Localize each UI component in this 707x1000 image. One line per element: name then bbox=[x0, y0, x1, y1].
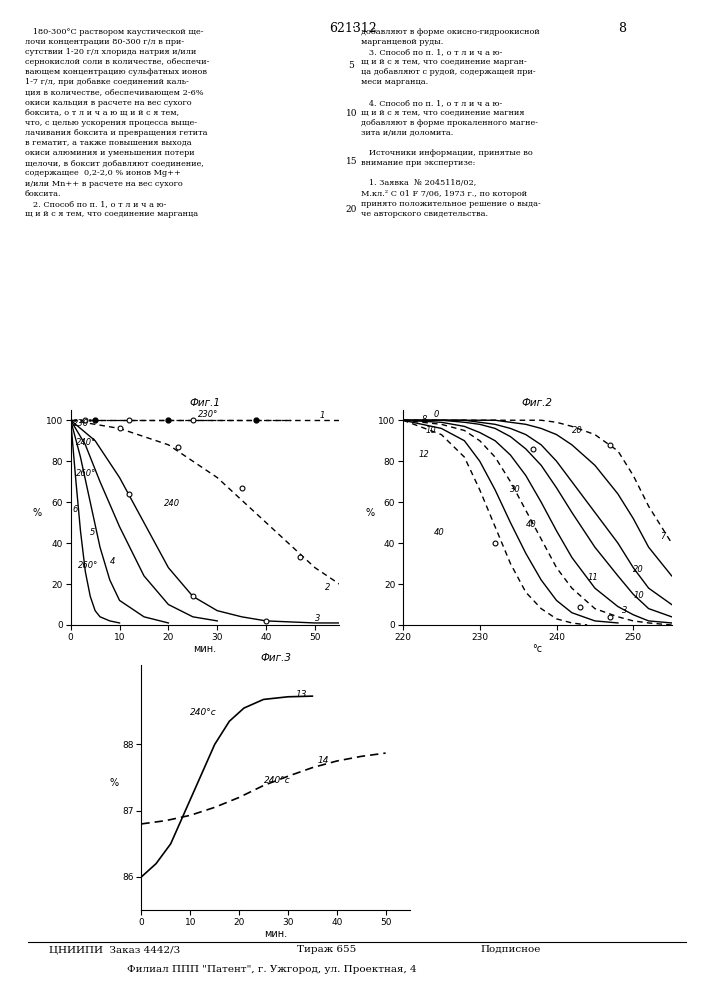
Text: 3: 3 bbox=[315, 614, 320, 623]
Text: 3: 3 bbox=[621, 606, 627, 615]
Text: 30: 30 bbox=[510, 485, 521, 494]
Text: Подписное: Подписное bbox=[481, 945, 541, 954]
Text: 240°: 240° bbox=[76, 438, 96, 447]
Title: Фиг.2: Фиг.2 bbox=[522, 398, 553, 408]
Text: 10: 10 bbox=[633, 591, 644, 600]
Text: ·: · bbox=[351, 22, 356, 35]
X-axis label: мин.: мин. bbox=[264, 929, 287, 939]
Text: 260°: 260° bbox=[76, 469, 96, 478]
Text: 10: 10 bbox=[426, 426, 437, 435]
Text: 1: 1 bbox=[320, 411, 325, 420]
Text: 12: 12 bbox=[419, 450, 429, 459]
Text: 15: 15 bbox=[346, 157, 357, 166]
Text: 10: 10 bbox=[346, 109, 357, 118]
Title: Фиг.1: Фиг.1 bbox=[189, 398, 221, 408]
Text: 20: 20 bbox=[572, 426, 583, 435]
Text: 6: 6 bbox=[72, 505, 78, 514]
Text: 621312: 621312 bbox=[329, 22, 378, 35]
Text: 230°: 230° bbox=[73, 419, 93, 428]
X-axis label: мин.: мин. bbox=[194, 644, 216, 654]
X-axis label: °с: °с bbox=[532, 644, 542, 654]
Text: 14: 14 bbox=[317, 756, 329, 765]
Text: 20: 20 bbox=[633, 565, 644, 574]
Text: 260°: 260° bbox=[78, 561, 98, 570]
Text: 240°с: 240°с bbox=[264, 776, 291, 785]
Y-axis label: %: % bbox=[366, 508, 374, 518]
Text: 2: 2 bbox=[325, 583, 330, 592]
Text: 40: 40 bbox=[433, 528, 445, 537]
Text: 7: 7 bbox=[660, 532, 665, 541]
Text: Филиал ППП "Патент", г. Ужгород, ул. Проектная, 4: Филиал ППП "Патент", г. Ужгород, ул. Про… bbox=[127, 965, 417, 974]
Text: 180-300°С раствором каустической ще-
лочи концентрации 80-300 г/л в при-
сутстви: 180-300°С раствором каустической ще- лоч… bbox=[25, 28, 209, 218]
Y-axis label: %: % bbox=[110, 778, 119, 788]
Text: 8: 8 bbox=[422, 415, 428, 424]
Text: 5: 5 bbox=[90, 528, 95, 537]
Text: 4: 4 bbox=[110, 557, 115, 566]
Text: 0: 0 bbox=[433, 410, 439, 419]
Text: 40: 40 bbox=[526, 520, 537, 529]
Y-axis label: %: % bbox=[33, 508, 42, 518]
Text: 20: 20 bbox=[346, 205, 357, 214]
Text: ЦНИИПИ  Заказ 4442/3: ЦНИИПИ Заказ 4442/3 bbox=[49, 945, 181, 954]
Text: 230°: 230° bbox=[198, 410, 218, 419]
Text: 5: 5 bbox=[349, 61, 354, 70]
Text: 13: 13 bbox=[296, 690, 307, 699]
Text: 11: 11 bbox=[588, 573, 598, 582]
Text: 8: 8 bbox=[618, 22, 626, 35]
Text: Тираж 655: Тираж 655 bbox=[297, 945, 356, 954]
Text: добавляют в форме окисно-гидроокисной
марганцевой руды.
   3. Способ по п. 1, о : добавляют в форме окисно-гидроокисной ма… bbox=[361, 28, 540, 218]
Title: Фиг.3: Фиг.3 bbox=[260, 653, 291, 663]
Text: 240: 240 bbox=[163, 499, 180, 508]
Text: 240°с: 240°с bbox=[190, 708, 217, 717]
